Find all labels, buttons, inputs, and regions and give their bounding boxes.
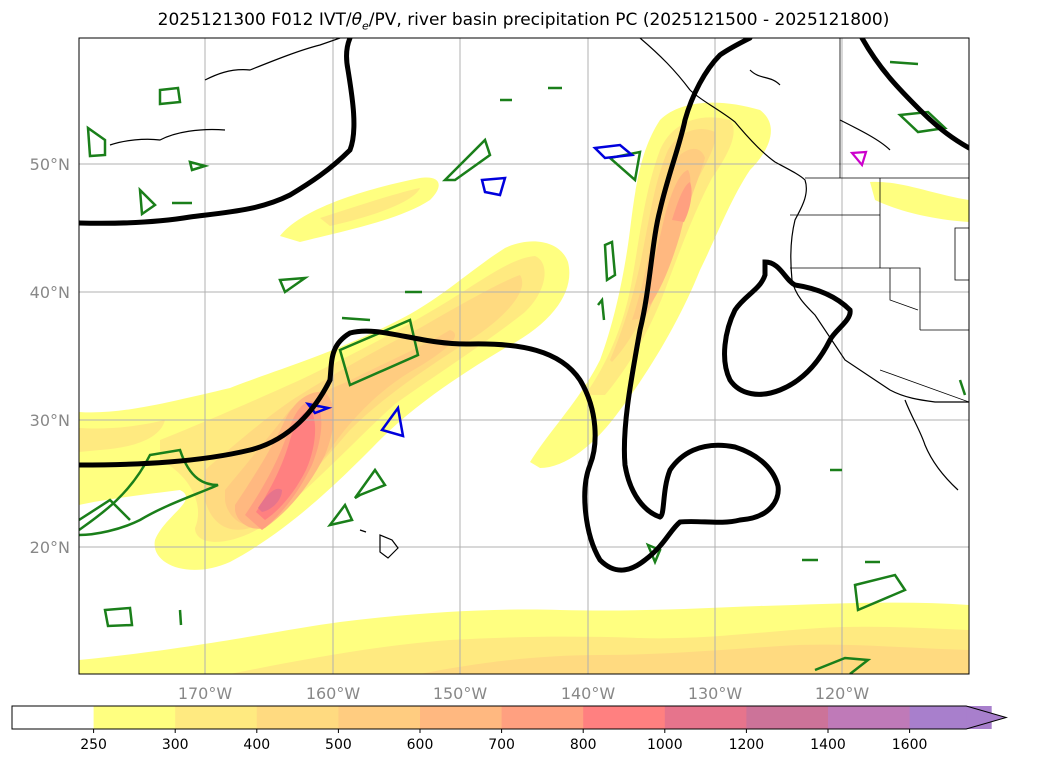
colorbar-tick-label: 800	[570, 737, 597, 753]
lon-label-170w: 170°W	[178, 684, 233, 703]
colorbar-segment	[93, 706, 176, 729]
green-contours	[79, 60, 967, 674]
colorbar-segment	[12, 706, 95, 729]
colorbar-outline	[11, 705, 1009, 730]
colorbar-segment	[828, 706, 911, 729]
lon-label-130w: 130°W	[688, 684, 743, 703]
map-frame	[78, 37, 970, 675]
coastlines	[109, 38, 969, 559]
colorbar-tick-label: 700	[488, 737, 515, 753]
map-title: 2025121300 F012 IVT/θe/PV, river basin p…	[0, 10, 1047, 32]
title-theta-sub: e	[362, 19, 369, 33]
colorbar-segment	[501, 706, 584, 729]
latitude-labels: 50°N 40°N 30°N 20°N	[30, 155, 70, 557]
colorbar-tick-label: 1600	[892, 737, 928, 753]
lon-label-120w: 120°W	[815, 684, 870, 703]
colorbar-tick-label: 300	[162, 737, 189, 753]
political-borders	[790, 38, 969, 403]
lat-label-40: 40°N	[30, 283, 70, 302]
title-theta: θ	[351, 10, 362, 30]
lat-label-50: 50°N	[30, 155, 70, 174]
graticule	[79, 38, 969, 674]
ivt-shading	[79, 102, 969, 674]
colorbar-extend-arrow	[966, 706, 1007, 729]
lat-label-30: 30°N	[30, 411, 70, 430]
colorbar-tick-labels: 250 300 400 500 600 700 800 1000 1200 1400 1600	[80, 729, 927, 753]
colorbar-segment	[583, 706, 666, 729]
title-prefix: 2025121300 F012 IVT/	[157, 10, 352, 30]
colorbar-segment	[256, 706, 339, 729]
colorbar-tick-label: 1400	[810, 737, 846, 753]
lon-label-150w: 150°W	[433, 684, 488, 703]
colorbar-tick-label: 250	[80, 737, 107, 753]
longitude-labels: 170°W 160°W 150°W 140°W 130°W 120°W	[178, 684, 870, 703]
colorbar-segment	[175, 706, 258, 729]
colorbar-segment	[746, 706, 829, 729]
colorbar-tick-label: 500	[325, 737, 352, 753]
magenta-contour	[849, 150, 868, 168]
colorbar-tick-label: 1000	[647, 737, 683, 753]
lat-label-20: 20°N	[30, 538, 70, 557]
colorbar-segment	[338, 706, 421, 729]
lon-label-140w: 140°W	[561, 684, 616, 703]
blue-contours	[304, 143, 636, 438]
map-area	[79, 38, 969, 674]
colorbar-segment	[420, 706, 503, 729]
colorbar-segment	[664, 706, 747, 729]
colorbar-tick-label: 1200	[729, 737, 765, 753]
colorbar-tick-label: 600	[407, 737, 434, 753]
title-suffix: /PV, river basin precipitation PC (20251…	[368, 10, 890, 30]
colorbar-tick-label: 400	[243, 737, 270, 753]
colorbar	[11, 705, 1009, 730]
black-contours	[79, 38, 969, 573]
lon-label-160w: 160°W	[306, 684, 361, 703]
